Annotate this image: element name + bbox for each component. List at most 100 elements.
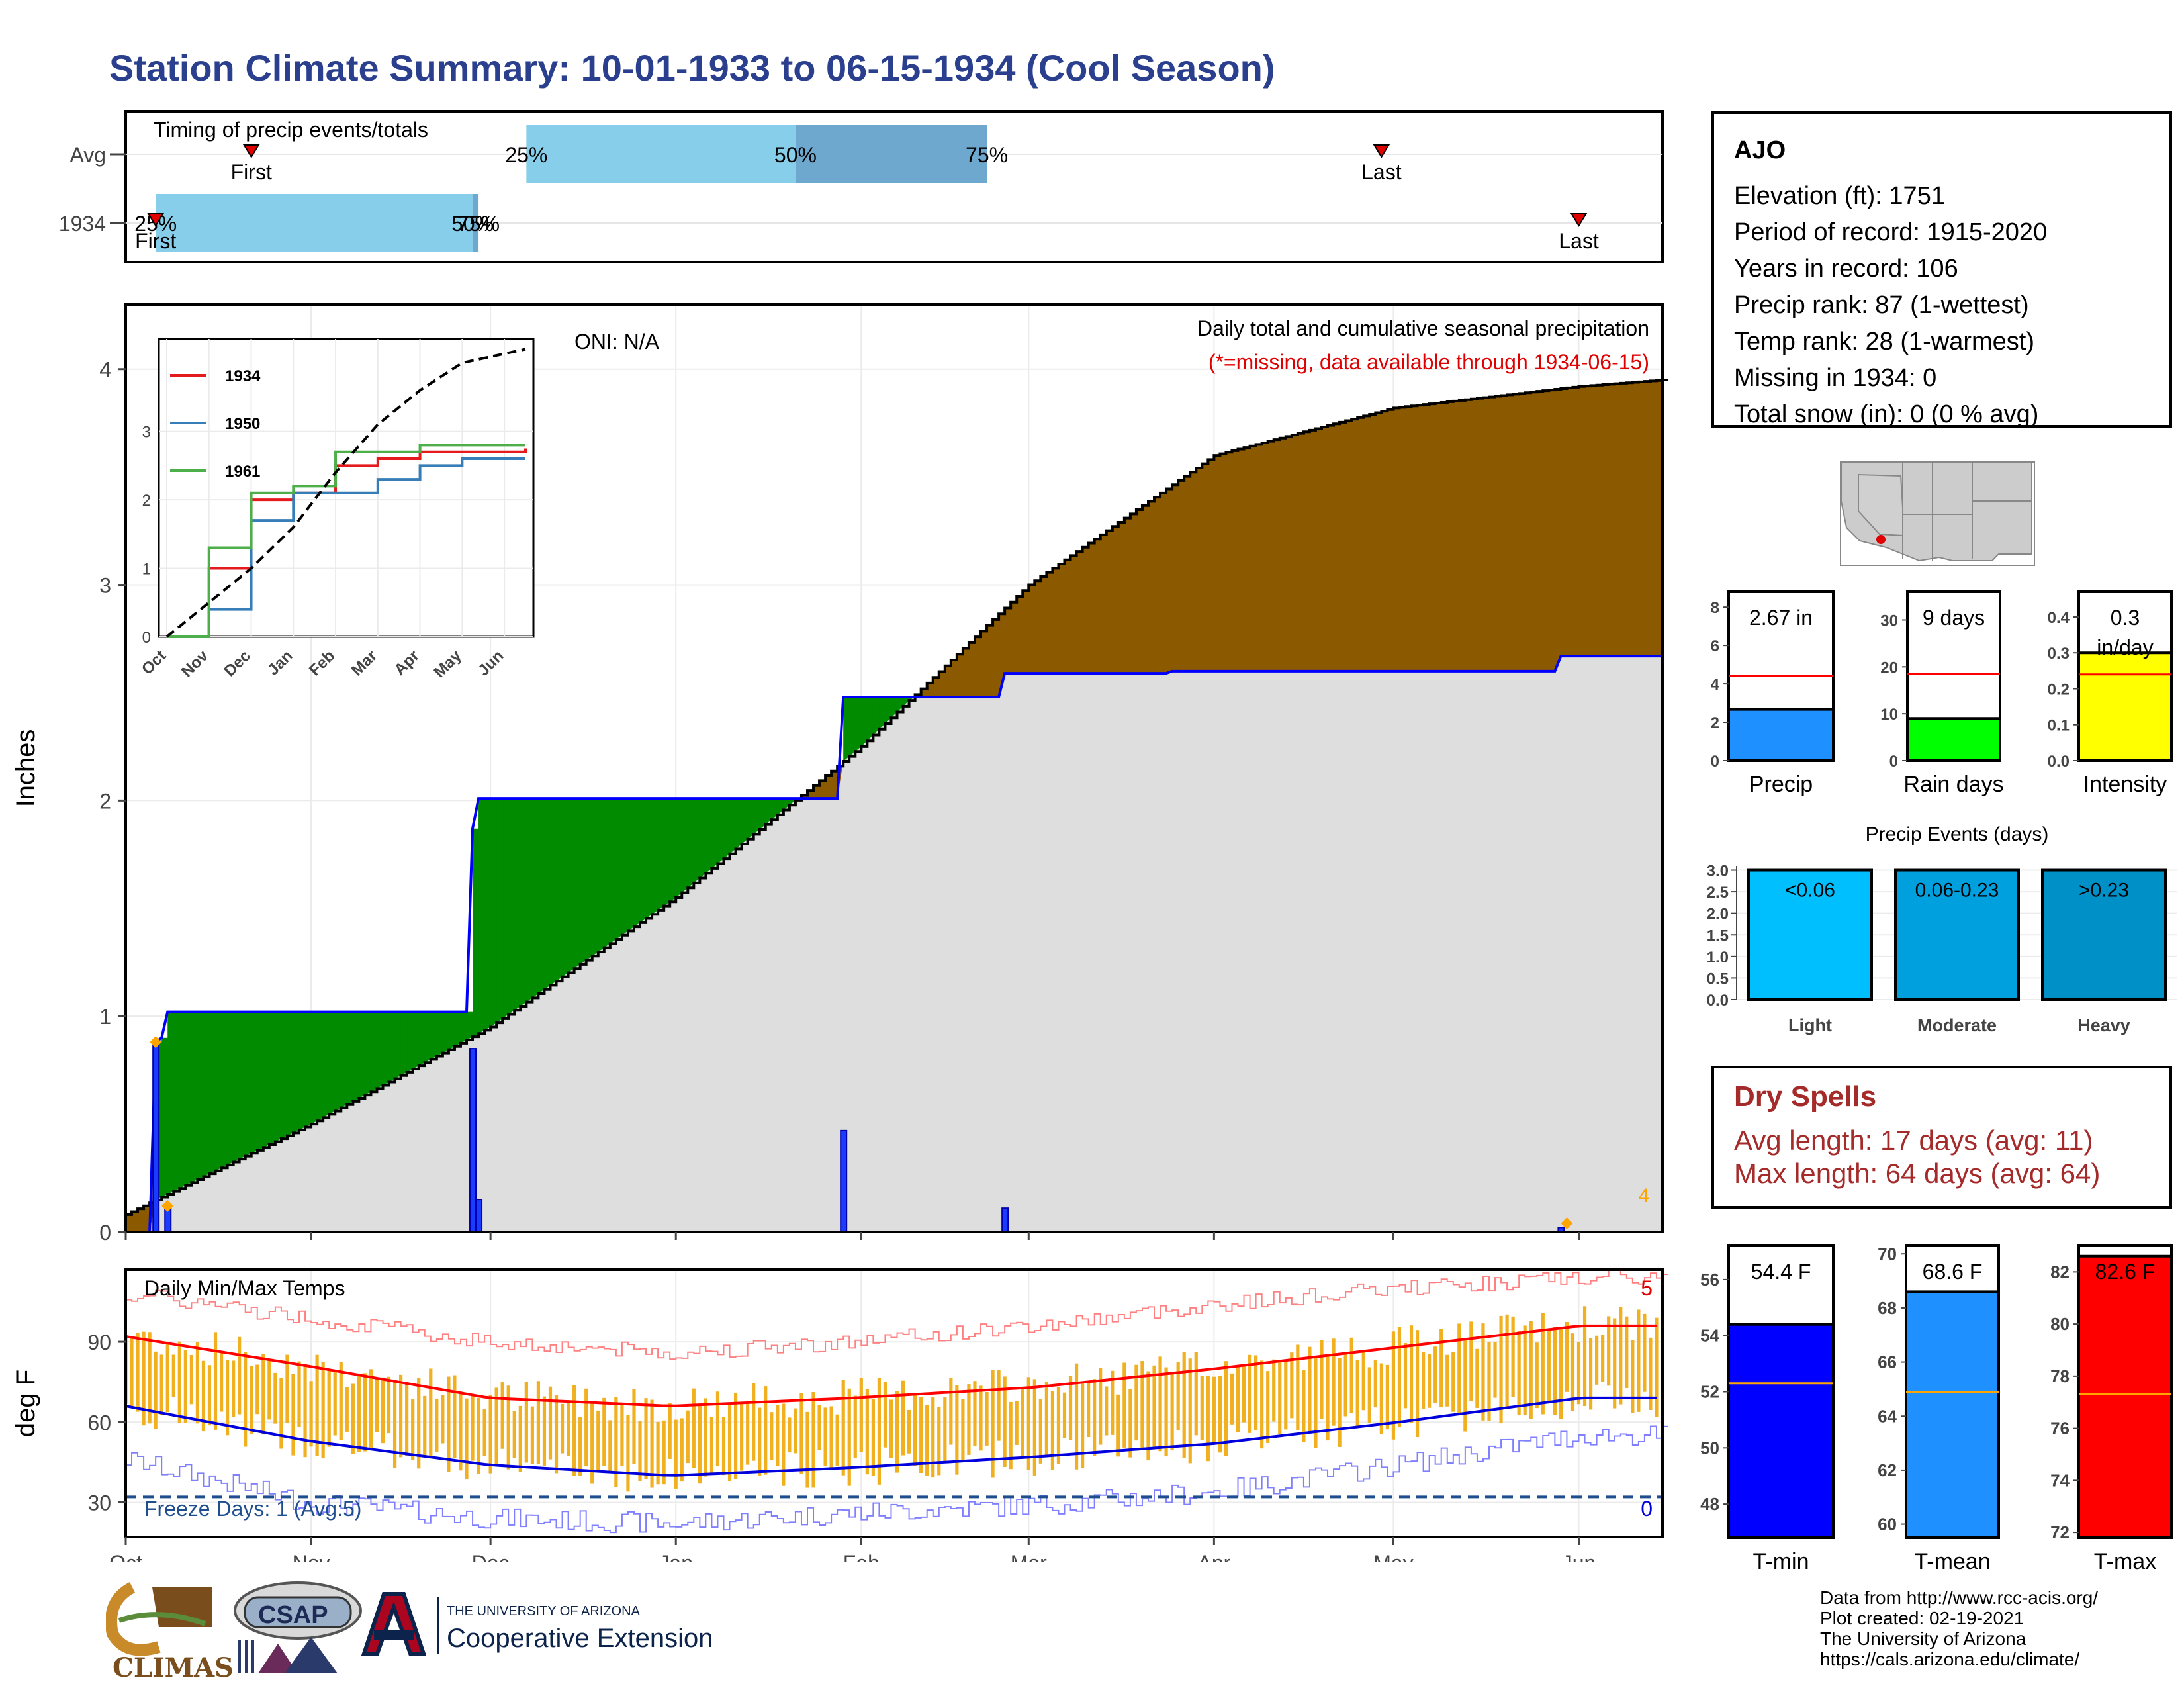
flag-point xyxy=(1561,1217,1573,1229)
daily-temp-bar xyxy=(782,1403,786,1486)
above-normal-fill xyxy=(658,798,664,910)
below-normal-fill xyxy=(1261,442,1269,671)
event-category-label: Moderate xyxy=(1917,1015,1997,1035)
stat-ytick-label: 8 xyxy=(1711,599,1719,617)
above-normal-fill xyxy=(161,1037,168,1197)
station-temp-rank: Temp rank: 28 (1-warmest) xyxy=(1734,328,2035,355)
below-normal-fill xyxy=(1525,393,1531,671)
daily-temp-bar xyxy=(841,1380,845,1476)
below-normal-fill xyxy=(1608,384,1615,657)
stat-value-label: 68.6 F xyxy=(1923,1260,1983,1284)
daily-temp-bar xyxy=(1260,1360,1264,1449)
below-normal-fill xyxy=(1052,568,1060,674)
below-normal-fill xyxy=(1345,420,1352,671)
below-normal-fill xyxy=(950,660,958,697)
daily-temp-bar xyxy=(1439,1329,1443,1408)
daily-temp-bar xyxy=(883,1382,887,1448)
station-missing: Missing in 1934: 0 xyxy=(1734,364,1937,392)
daily-temp-bar xyxy=(1224,1361,1228,1456)
above-normal-fill xyxy=(394,1011,402,1079)
daily-temp-bar xyxy=(405,1381,409,1456)
below-normal-fill xyxy=(1202,463,1208,671)
below-normal-fill xyxy=(1058,564,1066,674)
below-normal-fill xyxy=(1279,438,1287,671)
below-normal-fill xyxy=(1381,411,1388,671)
daily-temp-bar xyxy=(1517,1331,1521,1415)
below-normal-fill xyxy=(938,671,946,697)
above-normal-fill xyxy=(615,798,623,940)
below-normal-fill xyxy=(1136,510,1143,674)
season-stats-charts: 0 2 4 6 8 2.67 in Precip 0 10 20 30 9 days Rain days… xyxy=(1711,590,2173,797)
daily-temp-bar xyxy=(232,1360,236,1417)
above-normal-fill xyxy=(610,798,617,944)
daily-temp-bar xyxy=(369,1369,373,1450)
dry-spells-max: Max length: 64 days (avg: 64) xyxy=(1734,1158,2101,1189)
above-normal-fill xyxy=(520,798,527,1006)
above-normal-fill xyxy=(287,1011,294,1136)
daily-temp-bar xyxy=(482,1409,486,1456)
stat-title: Precip xyxy=(1749,772,1813,797)
daily-temp-bar xyxy=(297,1361,301,1427)
daily-temp-bar xyxy=(1272,1359,1276,1422)
daily-temp-bar xyxy=(429,1368,433,1457)
stat-value-label: 54.4 F xyxy=(1751,1260,1811,1284)
below-normal-fill xyxy=(1584,386,1592,657)
daily-precip-bar xyxy=(1001,1207,1009,1233)
daily-temp-bar xyxy=(1074,1363,1079,1470)
daily-temp-bar xyxy=(776,1405,780,1466)
daily-temp-bar xyxy=(1570,1333,1575,1411)
daily-temp-bar xyxy=(165,1344,169,1413)
daily-temp-bar xyxy=(692,1388,696,1468)
events-ytick-label: 0.0 xyxy=(1707,992,1729,1009)
above-normal-fill xyxy=(705,798,713,874)
daily-temp-bar xyxy=(1582,1306,1587,1407)
below-normal-fill xyxy=(1250,445,1257,671)
daily-temp-bar xyxy=(392,1382,397,1469)
station-snow: Total snow (in): 0 (0 % avg) xyxy=(1734,400,2039,428)
below-normal-fill xyxy=(1148,501,1155,674)
below-normal-fill xyxy=(987,625,993,697)
temp-xtick-label: Jan xyxy=(659,1551,693,1562)
daily-temp-bar xyxy=(1505,1314,1509,1409)
daily-temp-bar xyxy=(632,1389,636,1464)
daily-temp-bar xyxy=(799,1393,803,1474)
daily-temp-bar xyxy=(1595,1335,1599,1385)
stat-ytick-label: 50 xyxy=(1700,1438,1719,1458)
below-normal-fill xyxy=(1620,383,1627,657)
precip-chart: 0 1 2 3 4 Inches Daily total and cumulative se… xyxy=(11,303,1669,1244)
below-normal-fill xyxy=(1471,399,1478,671)
daily-temp-bar xyxy=(602,1397,606,1466)
daily-temp-bar xyxy=(189,1355,193,1405)
dry-spells-avg: Avg length: 17 days (avg: 11) xyxy=(1734,1125,2093,1156)
daily-temp-bar xyxy=(1290,1352,1294,1419)
below-normal-fill xyxy=(1578,386,1586,657)
daily-temp-bar xyxy=(1266,1371,1270,1443)
daily-temp-bar xyxy=(811,1391,815,1488)
daily-temp-bar xyxy=(1254,1355,1258,1431)
daily-temp-bar xyxy=(853,1395,857,1458)
below-normal-fill xyxy=(1543,391,1549,671)
daily-temp-bar xyxy=(979,1385,983,1451)
below-normal-fill xyxy=(1602,385,1610,657)
daily-temp-bar xyxy=(1230,1373,1234,1425)
temp-xtick-label: Oct xyxy=(109,1551,142,1562)
above-normal-fill xyxy=(676,798,682,898)
daily-temp-bar xyxy=(572,1385,576,1476)
daily-temp-bar xyxy=(931,1397,935,1478)
above-normal-fill xyxy=(251,1011,258,1154)
above-normal-fill xyxy=(873,696,880,735)
temp-ytick-label: 30 xyxy=(87,1491,111,1515)
daily-temp-bar xyxy=(488,1395,492,1474)
below-normal-fill xyxy=(1166,489,1173,674)
daily-temp-bar xyxy=(925,1405,929,1476)
daily-temp-bar xyxy=(1397,1327,1402,1427)
daily-temp-bar xyxy=(207,1365,212,1426)
daily-precip-bar xyxy=(152,1041,160,1233)
daily-temp-bar xyxy=(907,1409,911,1454)
daily-temp-bar xyxy=(1021,1387,1024,1456)
daily-temp-bar xyxy=(441,1395,445,1444)
below-normal-fill xyxy=(1334,424,1340,671)
daily-temp-bar xyxy=(650,1399,654,1488)
precip-ylabel: Inches xyxy=(11,729,40,808)
daily-temp-bar xyxy=(238,1336,242,1415)
